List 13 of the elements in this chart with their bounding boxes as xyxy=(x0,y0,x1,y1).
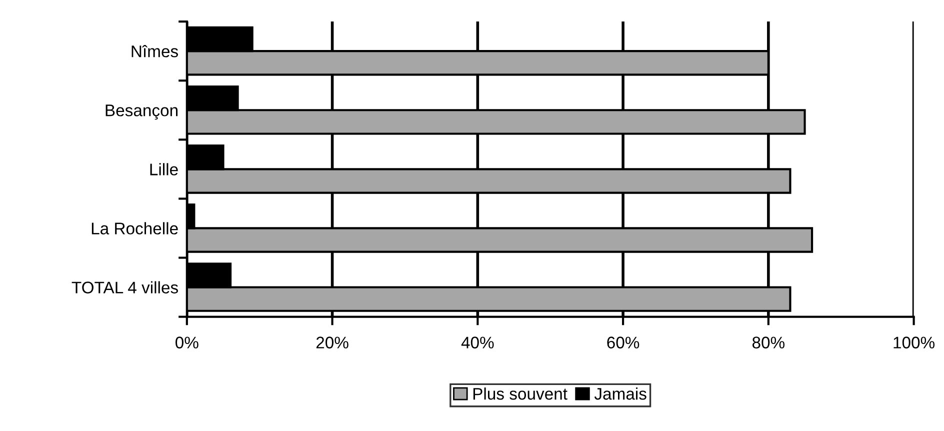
legend-label: Jamais xyxy=(594,388,646,400)
y-tick-label: TOTAL 4 villes xyxy=(72,281,178,294)
x-tick-label: 20% xyxy=(316,336,348,348)
x-tick-label: 80% xyxy=(752,336,785,348)
x-tick-label: 100% xyxy=(894,336,935,348)
y-tick-label: Besançon xyxy=(106,104,178,120)
legend-label: Plus souvent xyxy=(473,388,568,400)
y-tick-label: Nîmes xyxy=(132,44,178,58)
x-tick-label: 60% xyxy=(607,336,640,348)
y-tick-label: La Rochelle xyxy=(92,222,178,234)
y-tick-label: Lille xyxy=(150,163,178,176)
x-tick-label: 0% xyxy=(176,336,198,348)
x-tick-label: 40% xyxy=(461,336,494,348)
